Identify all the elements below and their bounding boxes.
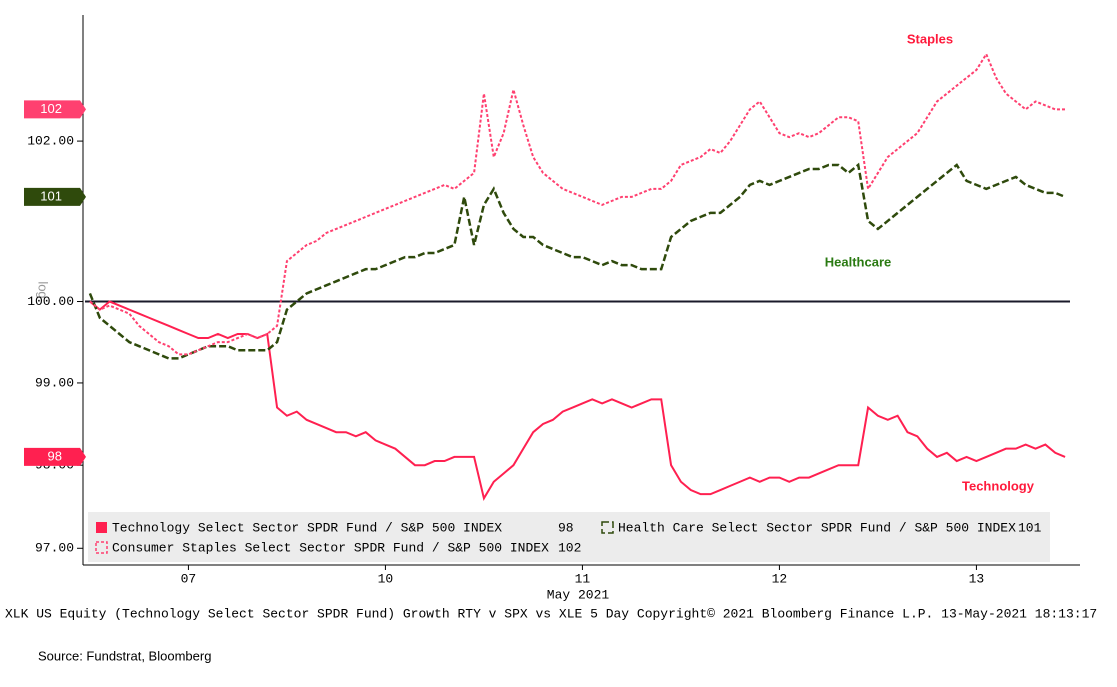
x-tick-label: 10 — [378, 571, 394, 586]
legend-label: Technology Select Sector SPDR Fund / S&P… — [112, 520, 502, 535]
annotation: Technology — [962, 478, 1035, 493]
x-tick-label: 13 — [969, 571, 985, 586]
x-tick-label: 07 — [181, 571, 197, 586]
series-line — [89, 52, 1066, 356]
source: Source: Fundstrat, Bloomberg — [38, 648, 211, 663]
legend-swatch — [95, 541, 108, 554]
legend-label: Health Care Select Sector SPDR Fund / S&… — [618, 520, 1016, 535]
y-tick-label: 100.00 — [27, 294, 74, 309]
last-value-label: 101 — [40, 188, 62, 203]
annotation: Healthcare — [825, 254, 891, 269]
y-tick-label: 99.00 — [35, 375, 74, 390]
footer: XLK US Equity (Technology Select Sector … — [5, 606, 1097, 621]
y-tick-label: 97.00 — [35, 541, 74, 556]
x-axis-label: May 2021 — [547, 587, 610, 602]
series-line — [89, 300, 1066, 501]
legend-swatch — [601, 521, 614, 534]
last-value-tag — [24, 447, 86, 466]
y-axis-label: log — [36, 281, 51, 298]
last-value-label: 102 — [40, 101, 62, 116]
legend-value: 102 — [558, 540, 581, 555]
last-value-tag — [24, 187, 86, 206]
x-tick-label: 12 — [772, 571, 788, 586]
annotation: Staples — [907, 31, 953, 46]
legend-swatch — [96, 522, 107, 533]
y-tick-label: 102.00 — [27, 134, 74, 149]
last-value-tag — [24, 100, 86, 119]
series-line — [88, 162, 1066, 360]
last-value-label: 98 — [48, 448, 62, 463]
legend-box — [88, 512, 1050, 562]
x-tick-label: 11 — [575, 571, 591, 586]
legend-value: 101 — [1018, 520, 1042, 535]
legend-value: 98 — [558, 520, 574, 535]
legend-label: Consumer Staples Select Sector SPDR Fund… — [112, 540, 549, 555]
